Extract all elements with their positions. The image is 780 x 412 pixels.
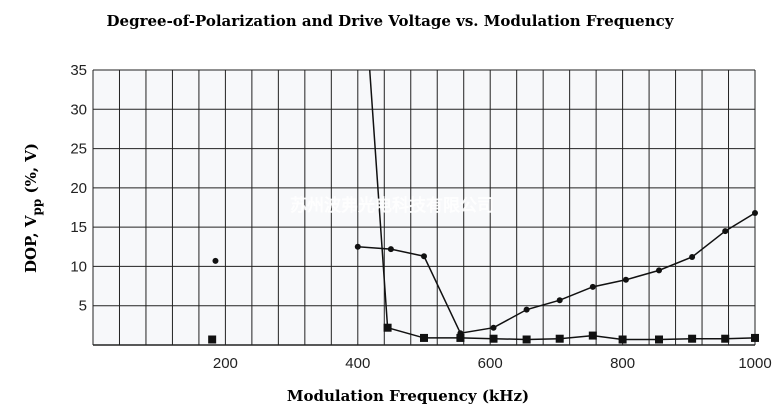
- y-label-tail: (%, V): [22, 143, 40, 199]
- chart-title: Degree-of-Polarization and Drive Voltage…: [107, 12, 675, 30]
- data-point-circle: [589, 283, 596, 290]
- y-tick-label: 25: [70, 141, 87, 158]
- data-point-square: [618, 335, 627, 344]
- x-tick-label: 1000: [738, 355, 771, 372]
- y-label-sub: pp: [30, 199, 44, 216]
- data-point-square: [655, 335, 664, 344]
- y-tick-label: 35: [70, 62, 87, 79]
- data-point-circle: [490, 324, 497, 331]
- series: [208, 69, 759, 344]
- data-point-circle: [354, 243, 361, 250]
- tick-labels: 200 400 600 800 1000 5 10 15 20 25 30 35: [70, 62, 771, 372]
- y-tick-label: 30: [70, 101, 87, 118]
- data-point-square: [208, 335, 217, 344]
- y-tick-label: 15: [70, 219, 87, 236]
- data-point-square: [489, 334, 498, 343]
- grid: [92, 69, 756, 346]
- data-point-square: [721, 334, 730, 343]
- y-axis-label: DOP, Vpp (%, V): [22, 143, 44, 273]
- data-point-square: [688, 334, 697, 343]
- data-point-circle: [523, 306, 530, 313]
- data-point-square: [383, 323, 392, 332]
- data-point-circle: [212, 257, 219, 264]
- y-label-main: DOP, V: [22, 215, 40, 273]
- y-tick-label: 20: [70, 180, 87, 197]
- data-point-circle: [421, 253, 427, 260]
- data-point-square: [420, 333, 428, 342]
- data-point-circle: [722, 228, 729, 235]
- x-tick-label: 800: [610, 355, 635, 372]
- data-point-square: [522, 335, 531, 344]
- data-point-circle: [689, 254, 696, 260]
- data-point-square: [456, 333, 465, 342]
- x-tick-label: 200: [213, 355, 238, 372]
- data-point-circle: [622, 276, 629, 283]
- data-point-square: [555, 334, 564, 343]
- data-point-circle: [387, 246, 394, 253]
- plot-area: [93, 70, 755, 345]
- y-tick-label: 5: [79, 298, 87, 315]
- x-axis-label: Modulation Frequency (kHz): [287, 387, 529, 405]
- data-point-circle: [556, 297, 563, 304]
- y-tick-label: 10: [70, 258, 87, 275]
- data-point-square: [751, 333, 759, 342]
- x-tick-label: 400: [345, 355, 370, 372]
- data-point-square: [588, 331, 597, 340]
- data-point-circle: [752, 210, 758, 216]
- data-point-circle: [656, 267, 663, 274]
- x-tick-label: 600: [478, 355, 503, 372]
- watermark: 苏州波弗光电科技有限公司: [290, 195, 494, 215]
